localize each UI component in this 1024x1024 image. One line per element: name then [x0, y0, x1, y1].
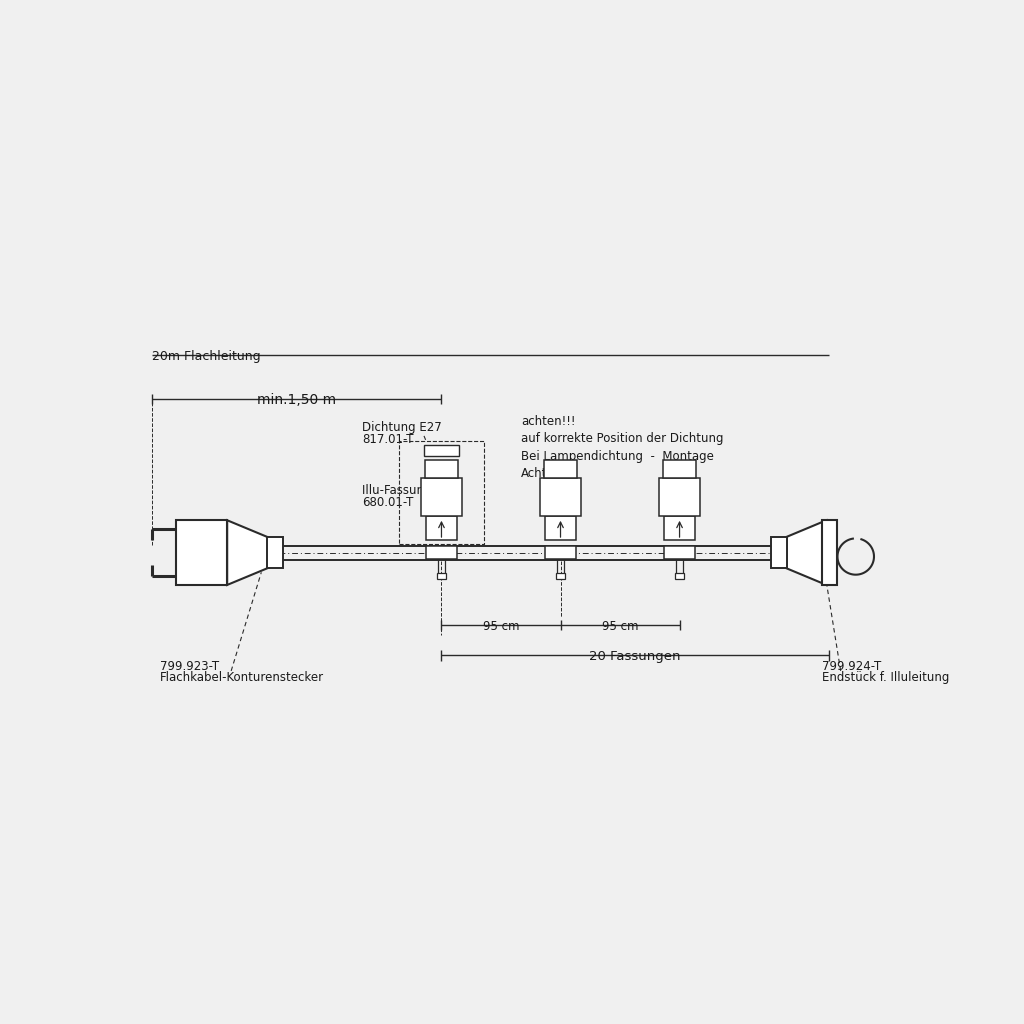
- Text: 95 cm: 95 cm: [482, 620, 519, 633]
- Bar: [424, 444, 459, 456]
- Text: Dichtung E27: Dichtung E27: [362, 421, 442, 433]
- Bar: [771, 537, 786, 568]
- Text: achten!!!: achten!!!: [521, 415, 575, 428]
- Text: auf korrekte Position der Dichtung: auf korrekte Position der Dichtung: [521, 432, 723, 445]
- Bar: [425, 460, 458, 478]
- Text: 817.01-T: 817.01-T: [362, 433, 414, 446]
- Bar: [436, 573, 446, 579]
- Text: Endstück f. Illuleitung: Endstück f. Illuleitung: [822, 672, 950, 684]
- Bar: [556, 573, 565, 579]
- Text: 20m Flachleitung: 20m Flachleitung: [152, 350, 260, 364]
- Polygon shape: [786, 520, 826, 585]
- Text: Bei Lampendichtung  -  Montage: Bei Lampendichtung - Montage: [521, 450, 714, 463]
- Text: min.1,50 m: min.1,50 m: [257, 393, 336, 407]
- Bar: [665, 546, 694, 559]
- Bar: [426, 546, 457, 559]
- Bar: [176, 520, 227, 585]
- Text: 95 cm: 95 cm: [602, 620, 638, 633]
- Bar: [267, 537, 283, 568]
- Bar: [546, 516, 575, 540]
- Text: 20 Fassungen: 20 Fassungen: [590, 650, 681, 663]
- Text: 799.924-T: 799.924-T: [822, 660, 882, 673]
- Bar: [658, 478, 700, 516]
- Bar: [675, 573, 684, 579]
- Bar: [544, 460, 578, 478]
- Text: 799.923-T: 799.923-T: [160, 660, 219, 673]
- Polygon shape: [227, 520, 270, 585]
- Bar: [546, 546, 575, 559]
- Text: Illu-Fassung E27: Illu-Fassung E27: [362, 483, 458, 497]
- Text: Achtung:: Achtung:: [521, 467, 573, 480]
- Text: Flachkabel-Konturenstecker: Flachkabel-Konturenstecker: [160, 672, 324, 684]
- Bar: [663, 460, 696, 478]
- Text: 680.01-T: 680.01-T: [362, 497, 414, 509]
- Bar: [426, 516, 457, 540]
- Bar: [665, 516, 694, 540]
- Bar: [421, 478, 462, 516]
- Bar: [540, 478, 582, 516]
- Bar: [822, 520, 837, 585]
